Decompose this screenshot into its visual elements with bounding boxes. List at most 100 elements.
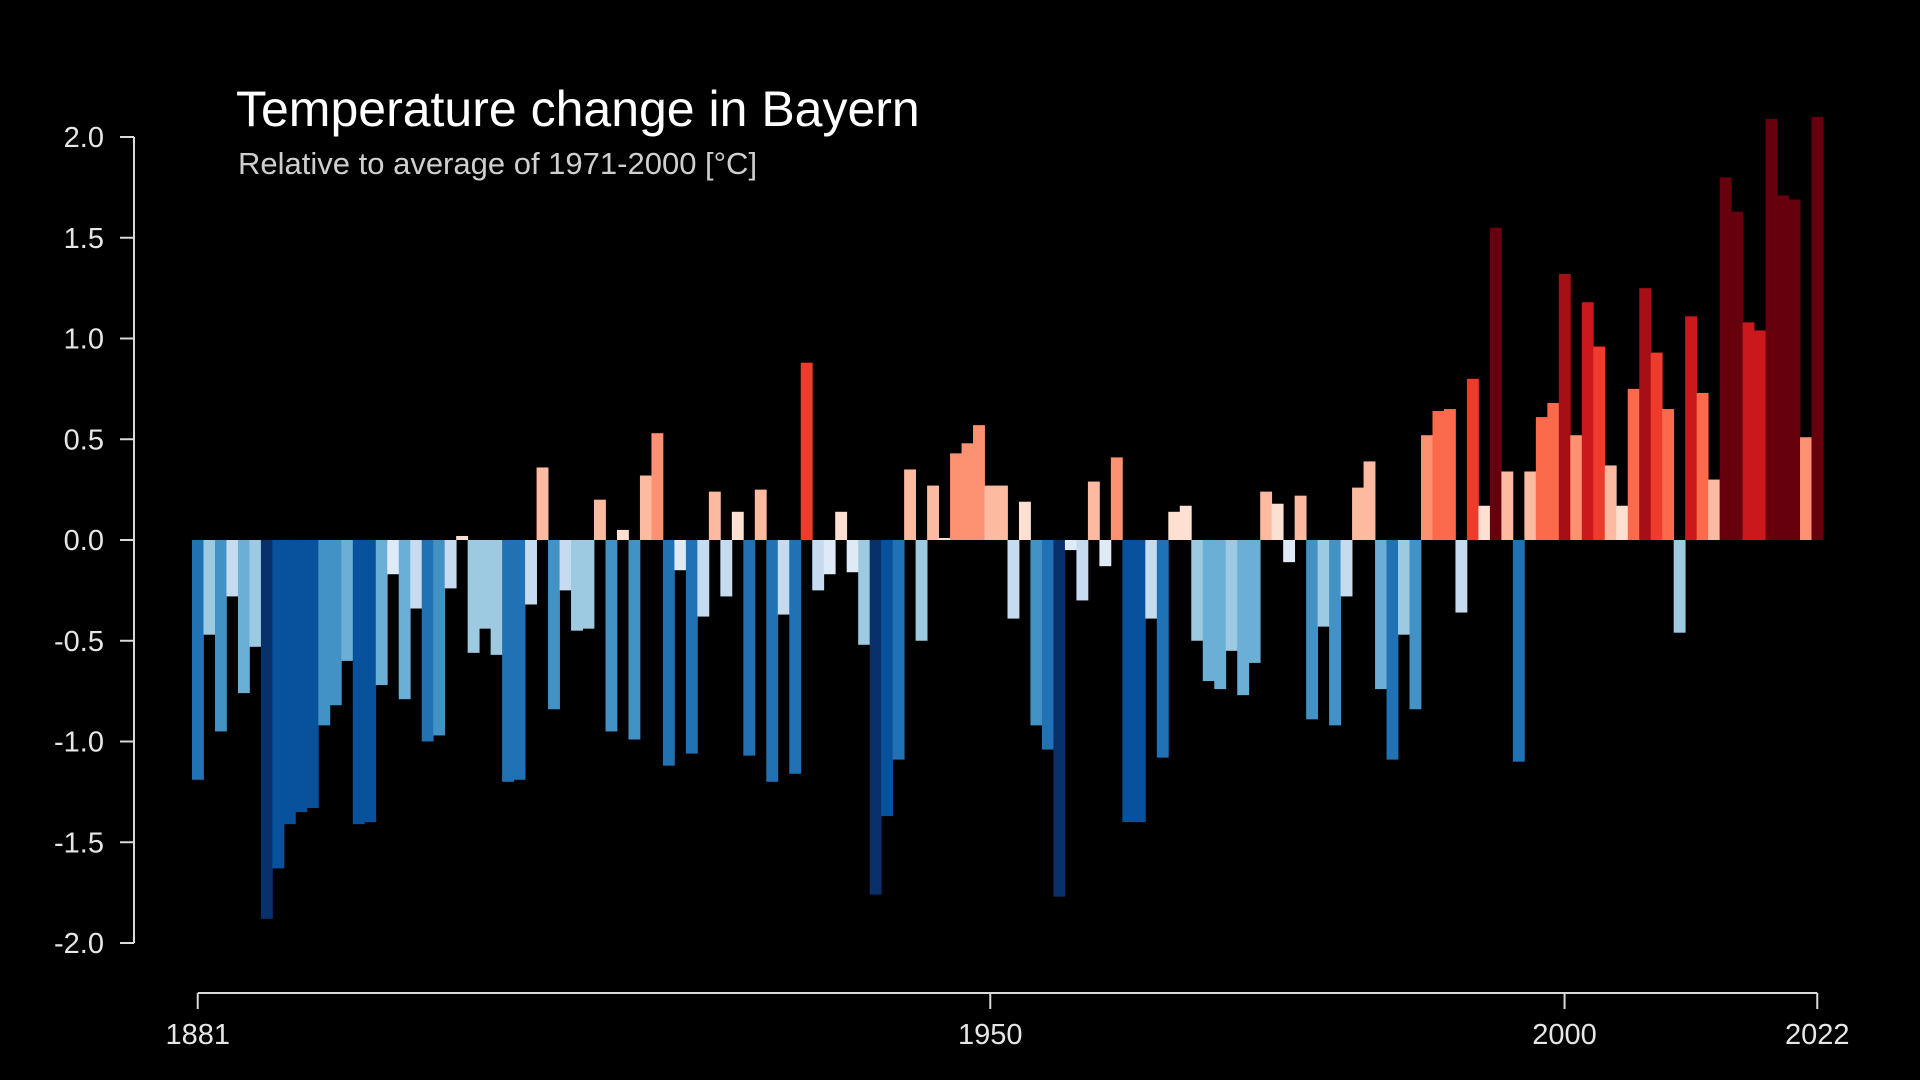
bar-1983 <box>1363 461 1376 540</box>
bar-1898 <box>387 540 400 575</box>
bar-1972 <box>1237 540 1250 696</box>
bar-1961 <box>1110 457 1123 540</box>
bar-1911 <box>536 467 549 540</box>
bar-1987 <box>1409 540 1422 710</box>
bar-1958 <box>1076 540 1089 601</box>
bar-1990 <box>1443 409 1456 540</box>
bar-1901 <box>421 540 434 742</box>
bar-1894 <box>341 540 354 661</box>
bar-1986 <box>1398 540 1410 635</box>
bar-1978 <box>1306 540 1319 720</box>
bar-2018 <box>1765 118 1778 541</box>
bar-1916 <box>594 499 606 540</box>
bar-1931 <box>766 540 779 782</box>
bar-1885 <box>237 540 250 694</box>
bar-1947 <box>950 453 962 540</box>
bar-1941 <box>881 540 894 817</box>
bar-1896 <box>364 540 377 823</box>
bar-1964 <box>1145 540 1158 619</box>
bar-1970 <box>1214 540 1227 690</box>
bar-1908 <box>502 540 515 782</box>
bar-1994 <box>1489 227 1502 540</box>
bar-1918 <box>616 529 629 540</box>
bar-1909 <box>513 540 526 780</box>
chart-subtitle: Relative to average of 1971-2000 [°C] <box>238 146 758 181</box>
bar-1886 <box>249 540 262 647</box>
bar-2003 <box>1593 346 1606 540</box>
bar-1889 <box>283 540 296 825</box>
bar-1902 <box>433 540 446 736</box>
bar-1939 <box>858 540 871 645</box>
bar-1956 <box>1053 540 1066 897</box>
x-tick-label: 2022 <box>1785 1019 1850 1051</box>
bar-1953 <box>1018 501 1031 540</box>
bar-1999 <box>1547 402 1560 540</box>
bar-1904 <box>456 535 469 540</box>
bar-1968 <box>1191 540 1204 641</box>
bar-1943 <box>904 469 917 540</box>
bar-1897 <box>375 540 388 686</box>
bar-1997 <box>1524 471 1537 540</box>
bar-1946 <box>938 537 951 540</box>
y-tick-label: -1.5 <box>54 827 104 859</box>
bar-2019 <box>1777 195 1789 540</box>
bar-1882 <box>203 540 216 635</box>
bar-1899 <box>398 540 411 700</box>
bar-1891 <box>306 540 319 808</box>
bar-1935 <box>812 540 825 591</box>
bar-1981 <box>1340 540 1353 597</box>
bar-2014 <box>1719 177 1732 541</box>
bar-1949 <box>973 425 985 540</box>
bar-1930 <box>754 489 767 541</box>
bar-1923 <box>674 540 687 571</box>
bar-1973 <box>1248 540 1261 663</box>
bar-2008 <box>1650 352 1663 540</box>
bar-1933 <box>789 540 802 774</box>
bar-2012 <box>1696 392 1709 540</box>
bar-1951 <box>996 485 1008 540</box>
bar-2005 <box>1616 505 1629 540</box>
bar-2013 <box>1708 479 1721 540</box>
y-tick-label: -0.5 <box>54 626 104 658</box>
bar-2002 <box>1581 302 1594 540</box>
bar-1914 <box>571 540 583 631</box>
bar-1952 <box>1007 540 1020 619</box>
bar-1892 <box>318 540 331 726</box>
bar-1991 <box>1455 540 1468 613</box>
bar-1979 <box>1317 540 1330 627</box>
bar-1887 <box>260 540 273 919</box>
bar-1993 <box>1478 505 1491 540</box>
bar-2022 <box>1811 116 1824 540</box>
bar-1942 <box>892 540 905 760</box>
bar-1954 <box>1030 540 1043 726</box>
bar-1945 <box>927 485 939 540</box>
y-tick-label: 0.5 <box>64 424 104 456</box>
bar-1996 <box>1512 540 1525 762</box>
bar-1944 <box>915 540 928 641</box>
bar-2021 <box>1800 437 1812 540</box>
bar-1977 <box>1294 495 1307 540</box>
bar-2011 <box>1685 316 1698 540</box>
y-tick-label: -1.0 <box>54 727 104 759</box>
bar-2001 <box>1570 435 1583 540</box>
bar-1965 <box>1156 540 1169 758</box>
bar-1912 <box>548 540 560 710</box>
bar-2015 <box>1731 211 1743 540</box>
bar-1905 <box>467 540 480 653</box>
bar-1921 <box>651 433 664 540</box>
y-tick-label: 1.5 <box>64 223 104 255</box>
bar-1988 <box>1420 435 1433 540</box>
bar-1913 <box>559 540 572 591</box>
bar-1900 <box>410 540 423 609</box>
bar-1915 <box>582 540 595 629</box>
bar-1938 <box>846 540 859 573</box>
bar-1971 <box>1225 540 1238 651</box>
bar-1976 <box>1283 540 1296 563</box>
bar-1903 <box>444 540 457 589</box>
bar-1948 <box>961 443 974 540</box>
bar-1925 <box>697 540 710 617</box>
bar-1940 <box>869 540 882 895</box>
bar-1926 <box>708 491 721 540</box>
x-tick-label: 1881 <box>165 1019 230 1051</box>
bar-1934 <box>800 362 813 540</box>
